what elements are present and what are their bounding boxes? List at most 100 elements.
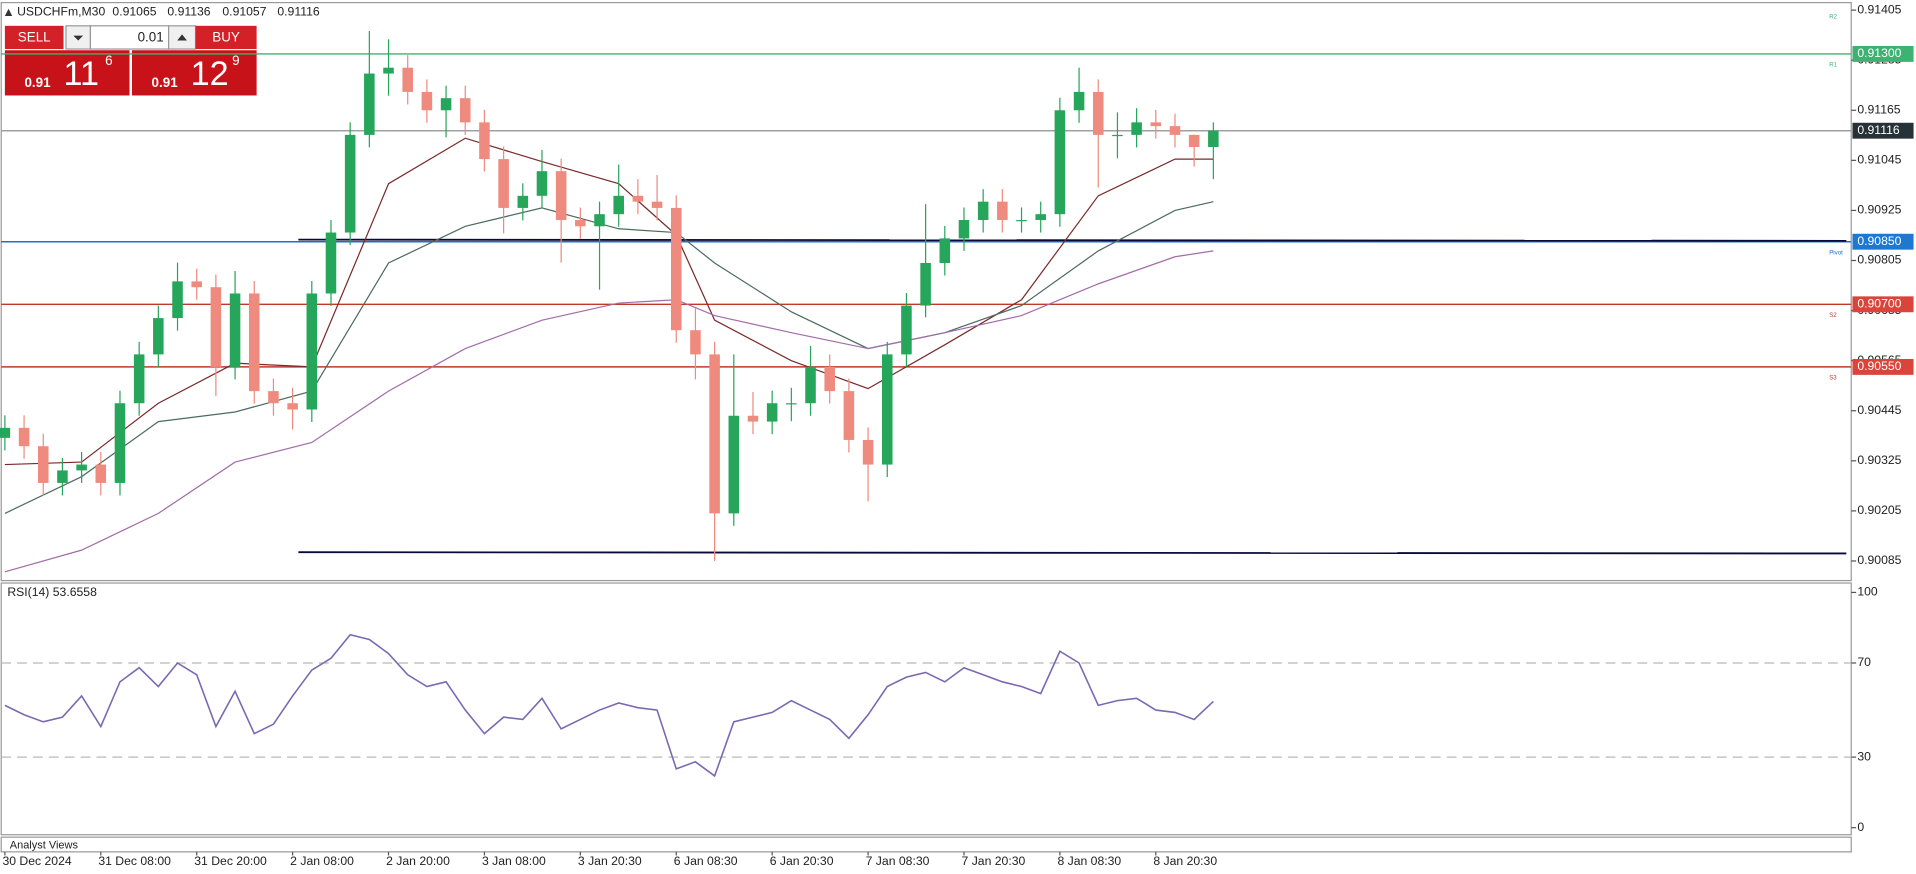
buy-price-box[interactable] [131, 50, 257, 96]
level-name: S3 [1829, 375, 1837, 382]
buy-price-point: 9 [232, 53, 239, 68]
price-label: 0.90850 [1857, 234, 1901, 248]
candle-body [824, 366, 835, 392]
candle-body [325, 232, 337, 294]
x-tick-label: 3 Jan 08:00 [482, 854, 546, 868]
candle-body [1035, 214, 1046, 221]
candle-body [1169, 126, 1181, 135]
candle-body [766, 403, 778, 422]
candle-body [153, 318, 164, 355]
candle-body [76, 464, 87, 471]
moving-average [4, 137, 1214, 466]
candle-body [709, 354, 720, 514]
sell-price-pips: 11 [64, 55, 100, 93]
candle-body [459, 98, 471, 123]
candle-body [18, 427, 30, 447]
sell-label[interactable]: SELL [18, 30, 51, 45]
header: USDCHFm,M30 0.91065 0.91136 0.91057 0.91… [4, 5, 320, 19]
sell-button[interactable] [4, 25, 64, 50]
x-tick-label: 3 Jan 20:30 [578, 854, 642, 868]
y-tick-label: 0.90805 [1857, 253, 1901, 267]
y-tick-label: 0.91405 [1857, 2, 1901, 16]
x-tick-label: 31 Dec 08:00 [98, 854, 171, 868]
sell-price-box[interactable] [4, 50, 130, 96]
candle-body [901, 305, 912, 355]
x-tick-label: 8 Jan 20:30 [1153, 854, 1217, 868]
candle-body [728, 415, 740, 514]
y-tick-label: 0.91165 [1857, 102, 1900, 116]
y-tick-label: 0.91045 [1857, 153, 1901, 167]
candle-body [248, 293, 260, 392]
price-label: 0.91300 [1857, 46, 1901, 60]
x-tick-label: 31 Dec 20:00 [194, 854, 267, 868]
candle-body [364, 73, 375, 135]
candle-body [1188, 134, 1200, 147]
bottom-pane [0, 836, 1852, 853]
price-label-box [1852, 233, 1914, 250]
candle-body [517, 195, 529, 208]
high-price: 0.91136 [167, 5, 210, 19]
candle-body [1150, 122, 1162, 127]
candle-body [632, 195, 644, 202]
candle-body [37, 446, 49, 483]
candle-body [1092, 91, 1104, 135]
level-name: Pivot [1829, 249, 1843, 256]
price-label: 0.90700 [1857, 297, 1901, 311]
y-tick-label: 0.90925 [1857, 203, 1901, 217]
y-tick-label: 0.90205 [1857, 503, 1901, 517]
sell-price-big: 0.91 [24, 75, 51, 90]
x-tick-label: 2 Jan 20:00 [386, 854, 450, 868]
rsi-title: RSI(14) 53.6558 [7, 585, 97, 599]
y-tick-label: 30 [1857, 749, 1871, 763]
buy-label[interactable]: BUY [212, 30, 240, 45]
candle-body [191, 281, 202, 288]
y-tick-label: 70 [1857, 655, 1871, 669]
candle-body [594, 214, 605, 227]
candle-body [402, 67, 413, 92]
candle-body [1054, 110, 1066, 215]
candle-body [172, 281, 183, 319]
price-label: 0.90550 [1857, 359, 1901, 373]
candle-body [670, 207, 682, 331]
bottom-pane-title: Analyst Views [10, 840, 79, 852]
price-label-box [1852, 296, 1914, 313]
candle-body [881, 354, 893, 465]
moving-average [4, 250, 1214, 573]
x-tick-label: 7 Jan 08:30 [866, 854, 930, 868]
buy-button[interactable] [195, 25, 257, 50]
up-arrow [177, 34, 187, 41]
close-price: 0.91116 [277, 5, 320, 19]
low-price: 0.91057 [222, 5, 266, 19]
candle-body [229, 293, 241, 367]
x-tick-label: 6 Jan 20:30 [770, 854, 834, 868]
trade-panel: SELL 0.01 BUY 0.91 11 6 0.91 12 9 [4, 25, 257, 96]
rsi-line [4, 633, 1214, 778]
level-name: S2 [1829, 312, 1837, 319]
y-tick-label: 0.90085 [1857, 553, 1901, 567]
candle-body [440, 98, 452, 111]
candle-body [920, 263, 931, 306]
candle-body [498, 159, 509, 208]
price-label-box [1852, 45, 1914, 62]
price-label-box [1852, 358, 1914, 375]
candle-body [0, 427, 11, 438]
candle-body [1073, 91, 1085, 111]
candle-body [690, 330, 701, 355]
candle-body [575, 220, 586, 227]
level-name: R1 [1829, 62, 1837, 69]
y-tick-label: 0.90325 [1857, 453, 1901, 467]
down-arrow [73, 35, 84, 41]
candle-body [939, 238, 951, 264]
x-tick-label: 8 Jan 08:30 [1057, 854, 1121, 868]
symbol: USDCHFm,M30 [17, 5, 105, 19]
lot-value[interactable]: 0.01 [138, 30, 164, 45]
candle-body [479, 122, 490, 160]
candle-body [536, 171, 548, 196]
candle-body [747, 415, 759, 422]
trendline [298, 238, 1847, 242]
collapse-icon[interactable] [4, 8, 13, 17]
y-tick-label: 0 [1857, 820, 1864, 834]
candle-body [997, 201, 1008, 221]
candle-body [268, 391, 279, 404]
